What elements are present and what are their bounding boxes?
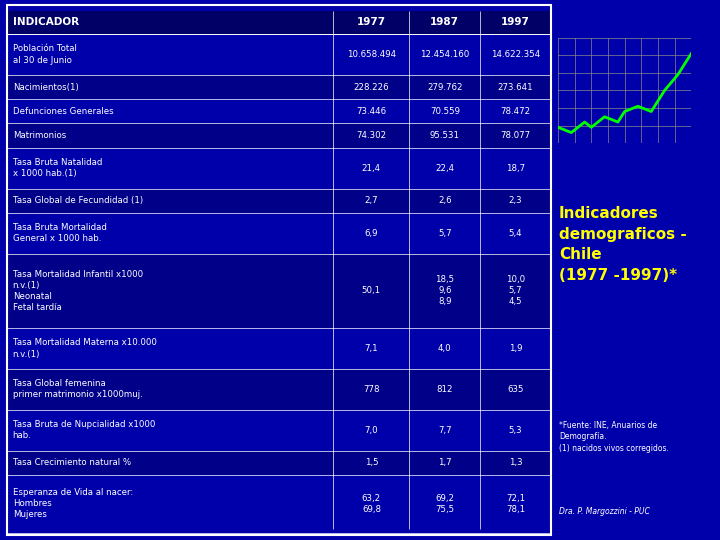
Text: 279.762: 279.762 [427, 83, 462, 92]
Text: 18,5
9,6
8,9: 18,5 9,6 8,9 [435, 275, 454, 307]
Text: 228.226: 228.226 [354, 83, 390, 92]
Text: 1,9: 1,9 [509, 344, 522, 353]
Text: *Fuente: INE, Anuarios de
Demografía.
(1) nacidos vivos corregidos.: *Fuente: INE, Anuarios de Demografía. (1… [559, 421, 669, 453]
Text: 778: 778 [363, 385, 379, 394]
Text: 1977: 1977 [357, 17, 386, 28]
Text: Tasa Global de Fecundidad (1): Tasa Global de Fecundidad (1) [13, 196, 143, 205]
Text: 5,3: 5,3 [508, 426, 522, 435]
FancyBboxPatch shape [7, 11, 551, 34]
Text: Nacimientos(1): Nacimientos(1) [13, 83, 78, 92]
Text: 78.077: 78.077 [500, 131, 531, 140]
FancyBboxPatch shape [7, 213, 551, 254]
Text: 78.472: 78.472 [500, 107, 531, 116]
Text: Matrimonios: Matrimonios [13, 131, 66, 140]
Text: 2,6: 2,6 [438, 196, 451, 205]
Text: 22,4: 22,4 [435, 164, 454, 173]
Text: Tasa Crecimiento natural %: Tasa Crecimiento natural % [13, 458, 131, 468]
Text: 5,4: 5,4 [508, 229, 522, 238]
Text: 69,2
75,5: 69,2 75,5 [435, 494, 454, 514]
Text: 50,1: 50,1 [362, 286, 381, 295]
Text: Tasa Mortalidad Infantil x1000
n.v.(1)
Neonatal
Fetal tardía: Tasa Mortalidad Infantil x1000 n.v.(1) N… [13, 269, 143, 312]
Text: 1,5: 1,5 [364, 458, 378, 468]
Text: 95.531: 95.531 [430, 131, 460, 140]
Text: 2,3: 2,3 [508, 196, 522, 205]
FancyBboxPatch shape [7, 475, 551, 532]
Text: Tasa Global femenina
primer matrimonio x1000muj.: Tasa Global femenina primer matrimonio x… [13, 380, 143, 400]
Text: 2,7: 2,7 [364, 196, 378, 205]
FancyBboxPatch shape [7, 75, 551, 99]
Text: 5,7: 5,7 [438, 229, 451, 238]
Text: 18,7: 18,7 [506, 164, 525, 173]
Text: 4,0: 4,0 [438, 344, 451, 353]
FancyBboxPatch shape [7, 124, 551, 147]
Text: 74.302: 74.302 [356, 131, 387, 140]
Text: 14.622.354: 14.622.354 [491, 50, 540, 59]
FancyBboxPatch shape [7, 34, 551, 75]
Text: Esperanza de Vida al nacer:
Hombres
Mujeres: Esperanza de Vida al nacer: Hombres Muje… [13, 488, 133, 519]
Text: 7,7: 7,7 [438, 426, 451, 435]
Text: 72,1
78,1: 72,1 78,1 [506, 494, 525, 514]
Text: 70.559: 70.559 [430, 107, 460, 116]
Text: Tasa Bruta Natalidad
x 1000 hab.(1): Tasa Bruta Natalidad x 1000 hab.(1) [13, 158, 102, 178]
Text: 7,1: 7,1 [364, 344, 378, 353]
Text: Defunciones Generales: Defunciones Generales [13, 107, 113, 116]
Text: 21,4: 21,4 [362, 164, 381, 173]
FancyBboxPatch shape [7, 451, 551, 475]
Text: Dra. P. Margozzini - PUC: Dra. P. Margozzini - PUC [559, 507, 649, 516]
Text: Tasa Bruta de Nupcialidad x1000
hab.: Tasa Bruta de Nupcialidad x1000 hab. [13, 420, 155, 441]
Text: 7,0: 7,0 [364, 426, 378, 435]
Text: 6,9: 6,9 [364, 229, 378, 238]
FancyBboxPatch shape [7, 147, 551, 188]
Text: 1,3: 1,3 [508, 458, 522, 468]
Text: Tasa Mortalidad Materna x10.000
n.v.(1): Tasa Mortalidad Materna x10.000 n.v.(1) [13, 339, 156, 359]
FancyBboxPatch shape [7, 410, 551, 451]
Text: 273.641: 273.641 [498, 83, 534, 92]
Text: 73.446: 73.446 [356, 107, 387, 116]
Text: 635: 635 [507, 385, 523, 394]
Text: Indicadores
demograficos -
Chile
(1977 -1997)*: Indicadores demograficos - Chile (1977 -… [559, 206, 687, 283]
Text: 1,7: 1,7 [438, 458, 451, 468]
Text: 63,2
69,8: 63,2 69,8 [362, 494, 381, 514]
FancyBboxPatch shape [7, 99, 551, 124]
Text: 10,0
5,7
4,5: 10,0 5,7 4,5 [506, 275, 525, 307]
Text: 12.454.160: 12.454.160 [420, 50, 469, 59]
FancyBboxPatch shape [7, 188, 551, 213]
Text: 10.658.494: 10.658.494 [347, 50, 396, 59]
Text: Población Total
al 30 de Junio: Población Total al 30 de Junio [13, 44, 76, 65]
Text: Tasa Bruta Mortalidad
General x 1000 hab.: Tasa Bruta Mortalidad General x 1000 hab… [13, 223, 107, 244]
Text: 1997: 1997 [501, 17, 530, 28]
FancyBboxPatch shape [7, 254, 551, 328]
Text: 1987: 1987 [431, 17, 459, 28]
Text: INDICADOR: INDICADOR [13, 17, 78, 28]
FancyBboxPatch shape [7, 328, 551, 369]
FancyBboxPatch shape [7, 369, 551, 410]
Text: 812: 812 [436, 385, 453, 394]
